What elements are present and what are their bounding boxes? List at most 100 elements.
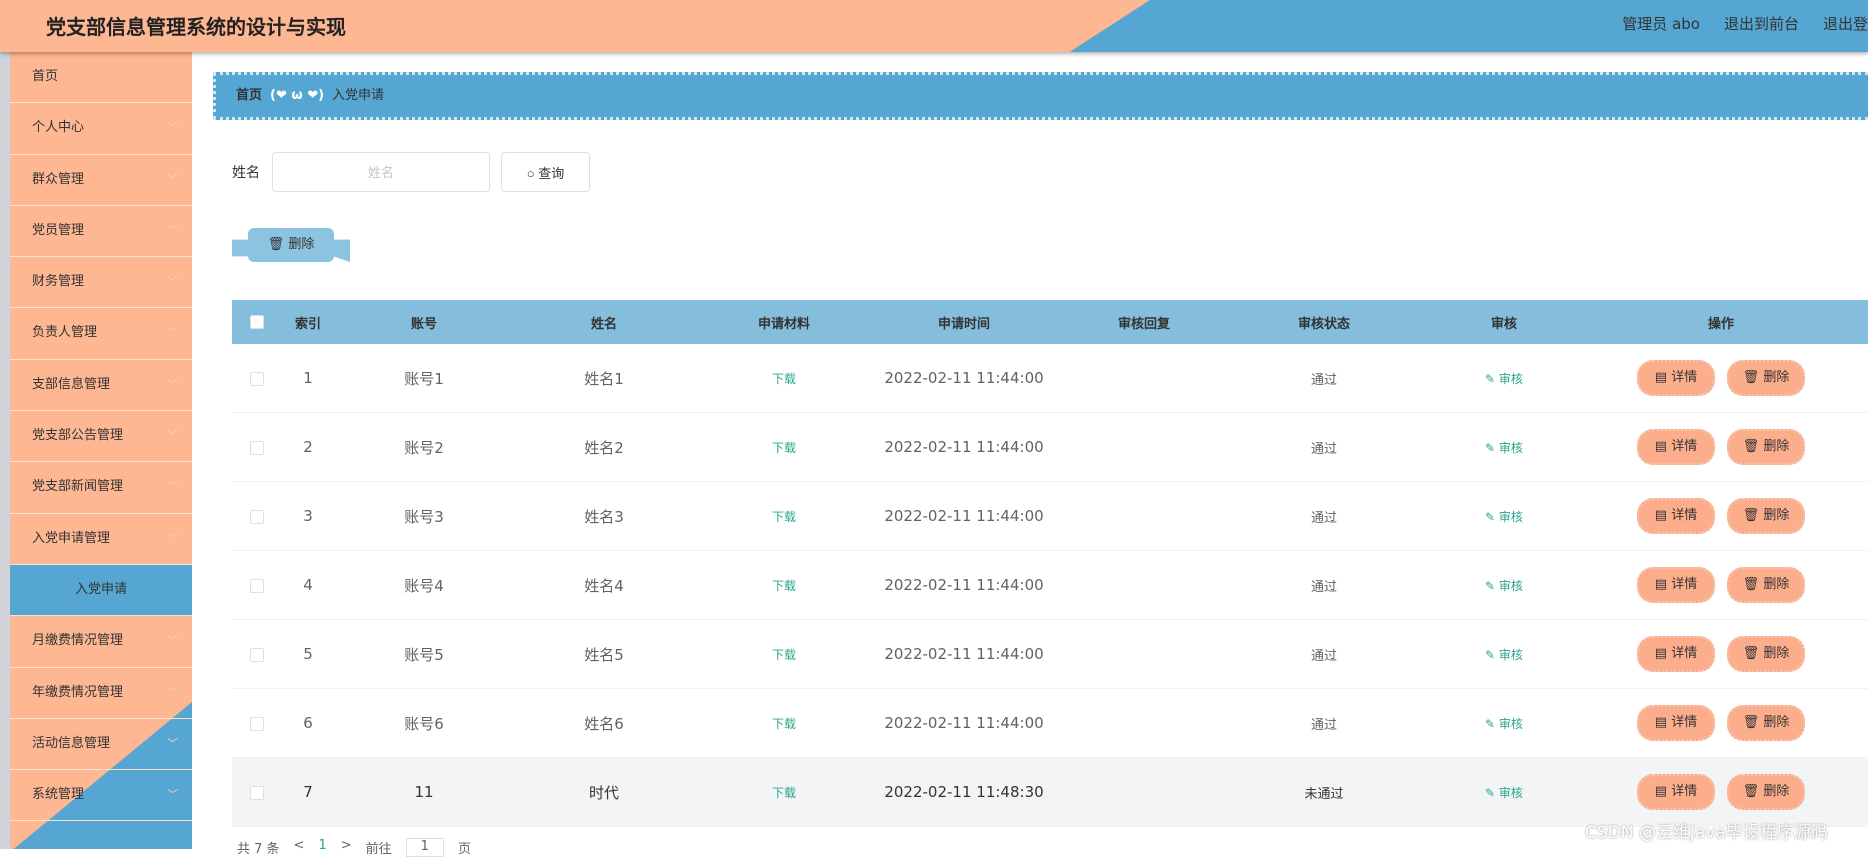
sidebar-item-label: 党支部新闻管理	[32, 479, 124, 495]
breadcrumb-separator: (❤ ω ❤)	[270, 88, 325, 103]
cell-status: 通过	[1310, 372, 1337, 388]
delete-button[interactable]: 🗑︎ 删除	[1727, 567, 1805, 603]
document-icon: ▤	[1654, 370, 1672, 385]
chevron-down-icon: ﹀	[167, 480, 178, 494]
sidebar-item[interactable]: 年缴费情况管理 ﹀	[10, 668, 192, 719]
batch-delete-button[interactable]: 🗑︎ 删除	[232, 228, 350, 262]
goto-page-input[interactable]: 1	[405, 838, 444, 857]
row-checkbox[interactable]	[250, 371, 264, 386]
cell-name: 姓名4	[584, 576, 624, 595]
row-checkbox[interactable]	[250, 509, 264, 524]
name-label: 姓名	[232, 165, 260, 181]
query-button[interactable]: ○ 查询	[501, 152, 590, 192]
review-link[interactable]: ✎ 审核	[1485, 786, 1523, 800]
col-status: 审核状态	[1297, 316, 1350, 332]
cell-index: 3	[303, 507, 313, 525]
col-index: 索引	[294, 316, 321, 332]
sidebar-item-label: 党支部公告管理	[32, 428, 124, 444]
row-checkbox[interactable]	[250, 578, 264, 593]
download-link[interactable]: 下载	[771, 510, 796, 524]
sidebar-item[interactable]: 活动信息管理 ﹀	[10, 719, 192, 771]
next-page-button[interactable]: >	[340, 838, 352, 853]
detail-button[interactable]: ▤ 详情	[1637, 429, 1715, 465]
breadcrumb-home[interactable]: 首页	[236, 88, 263, 103]
cell-status: 未通过	[1304, 786, 1344, 802]
table-header: 索引 账号 姓名 申请材料 申请时间 审核回复 审核状态 审核 操作	[232, 300, 1868, 344]
download-link[interactable]: 下载	[771, 372, 796, 386]
select-all-checkbox[interactable]	[250, 315, 264, 329]
sidebar-item[interactable]: 系统管理 ﹀	[10, 770, 192, 822]
review-link[interactable]: ✎ 审核	[1485, 717, 1523, 731]
cell-account: 账号6	[404, 714, 444, 733]
exit-to-front-link[interactable]: 退出到前台	[1723, 15, 1799, 33]
review-link[interactable]: ✎ 审核	[1485, 510, 1523, 524]
detail-button[interactable]: ▤ 详情	[1637, 774, 1715, 810]
row-checkbox[interactable]	[250, 716, 264, 731]
sidebar-item[interactable]: 首页	[10, 52, 192, 104]
table-row: 7 11 时代 下载 2022-02-11 11:48:30 未通过 ✎ 审核 …	[232, 758, 1868, 827]
cell-time: 2022-02-11 11:44:00	[884, 438, 1044, 456]
sidebar-item-label: 负责人管理	[32, 325, 98, 341]
row-checkbox[interactable]	[250, 440, 264, 455]
review-link[interactable]: ✎ 审核	[1485, 579, 1523, 593]
download-link[interactable]: 下载	[771, 648, 796, 662]
delete-button[interactable]: 🗑︎ 删除	[1727, 774, 1805, 810]
download-link[interactable]: 下载	[771, 441, 796, 455]
detail-button[interactable]: ▤ 详情	[1637, 636, 1715, 672]
detail-button[interactable]: ▤ 详情	[1637, 705, 1715, 741]
col-time: 申请时间	[937, 316, 990, 332]
page-number[interactable]: 1	[318, 838, 327, 853]
logout-link[interactable]: 退出登	[1822, 15, 1868, 33]
sidebar-item[interactable]: 个人中心 ﹀	[10, 103, 192, 155]
chevron-down-icon: ﹀	[167, 223, 178, 237]
sidebar-item[interactable]: 党支部新闻管理 ﹀	[10, 462, 192, 514]
cell-account: 账号3	[404, 507, 444, 526]
chevron-down-icon: ﹀	[167, 788, 178, 802]
detail-button[interactable]: ▤ 详情	[1637, 567, 1715, 603]
delete-button[interactable]: 🗑︎ 删除	[1727, 498, 1805, 534]
cell-time: 2022-02-11 11:44:00	[884, 507, 1044, 525]
download-link[interactable]: 下载	[771, 579, 796, 593]
cell-index: 5	[303, 645, 313, 663]
sidebar-item[interactable]: 月缴费情况管理 ﹀	[10, 616, 192, 668]
sidebar-item[interactable]: 支部信息管理 ﹀	[10, 360, 192, 412]
review-link[interactable]: ✎ 审核	[1485, 648, 1523, 662]
review-link[interactable]: ✎ 审核	[1485, 372, 1523, 386]
delete-button[interactable]: 🗑︎ 删除	[1727, 429, 1805, 465]
sidebar-item[interactable]: 入党申请管理 ﹀	[10, 514, 192, 565]
cell-time: 2022-02-11 11:44:00	[884, 576, 1044, 594]
breadcrumb: 首页 (❤ ω ❤) 入党申请	[213, 72, 1868, 120]
trash-icon: 🗑︎	[1742, 784, 1764, 799]
delete-button[interactable]: 🗑︎ 删除	[1727, 705, 1805, 741]
trash-icon: 🗑︎	[1742, 370, 1764, 385]
sidebar-item[interactable]: 财务管理 ﹀	[10, 257, 192, 309]
sidebar-item[interactable]: 群众管理 ﹀	[10, 155, 192, 206]
name-search-input[interactable]	[272, 152, 490, 192]
detail-button[interactable]: ▤ 详情	[1637, 498, 1715, 534]
row-checkbox[interactable]	[250, 785, 264, 800]
col-reply: 审核回复	[1117, 316, 1170, 332]
sidebar-item[interactable]: 党支部公告管理 ﹀	[10, 411, 192, 463]
delete-button[interactable]: 🗑︎ 删除	[1727, 360, 1805, 396]
cell-index: 4	[303, 576, 313, 594]
sidebar-item-label: 首页	[32, 69, 59, 84]
pagination: 共 7 条 < 1 > 前往 1 页	[237, 838, 471, 857]
breadcrumb-current: 入党申请	[332, 88, 385, 103]
sidebar-item[interactable]: 负责人管理 ﹀	[10, 308, 192, 360]
chevron-down-icon: ﹀	[167, 531, 178, 545]
row-checkbox[interactable]	[250, 647, 264, 662]
download-link[interactable]: 下载	[771, 786, 796, 800]
review-link[interactable]: ✎ 审核	[1485, 441, 1523, 455]
sidebar-item[interactable]: 党员管理 ﹀	[10, 206, 192, 258]
download-link[interactable]: 下载	[771, 717, 796, 731]
sidebar-item-label: 系统管理	[32, 787, 85, 803]
trash-icon: 🗑︎	[1742, 646, 1764, 661]
sidebar-item[interactable]: 入党申请	[10, 564, 192, 617]
sidebar-item-label: 党员管理	[32, 222, 85, 238]
trash-icon: 🗑︎	[1742, 715, 1764, 730]
prev-page-button[interactable]: <	[293, 838, 305, 853]
delete-button[interactable]: 🗑︎ 删除	[1727, 636, 1805, 672]
chevron-down-icon: ﹀	[167, 685, 178, 699]
col-review: 审核	[1490, 316, 1517, 332]
detail-button[interactable]: ▤ 详情	[1637, 360, 1715, 396]
